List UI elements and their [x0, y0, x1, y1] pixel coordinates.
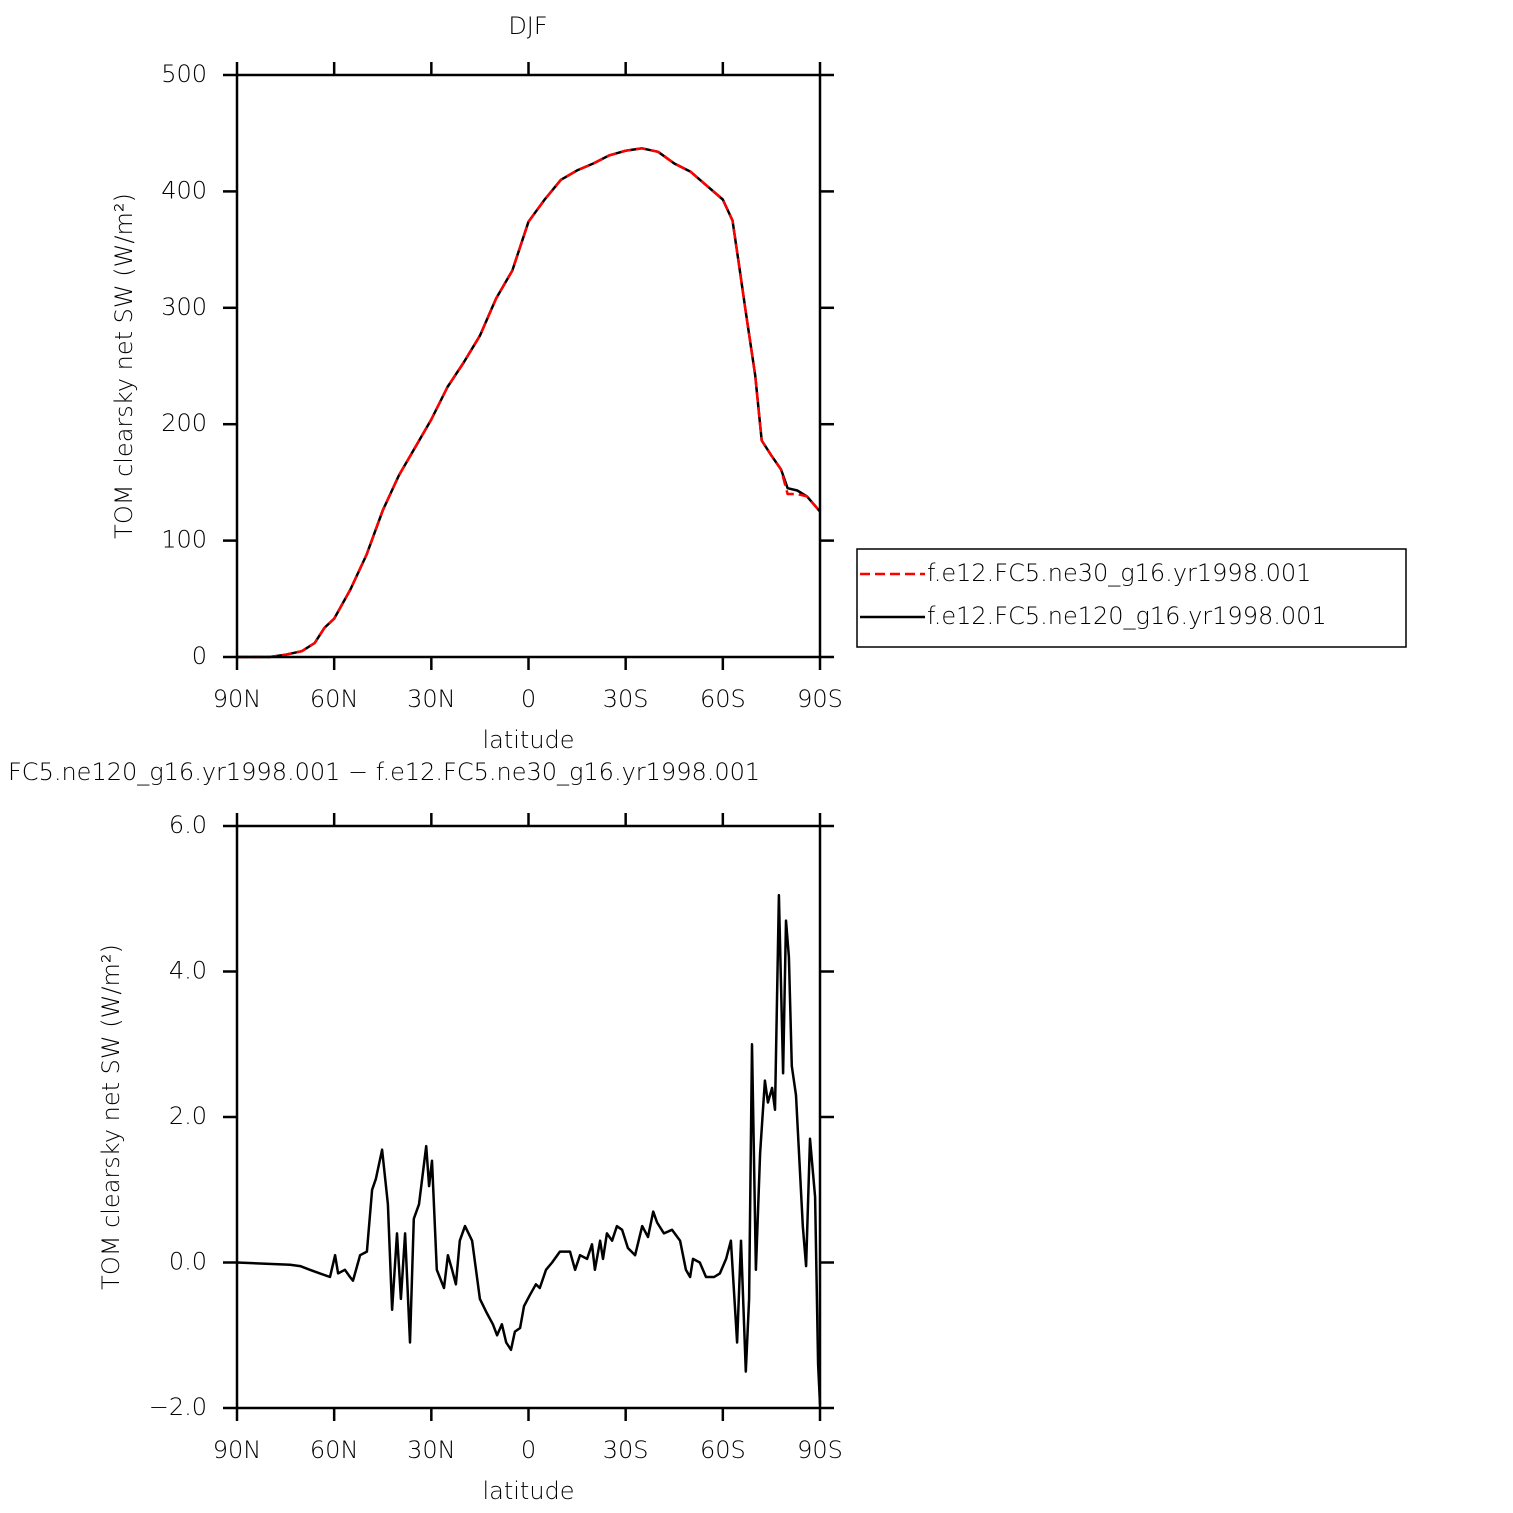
y-tick-label: 400 [161, 176, 207, 204]
y-tick-label: 6.0 [169, 811, 207, 839]
x-tick-label: 90N [213, 685, 262, 713]
data-line [237, 147, 821, 659]
plot-frame [235, 824, 822, 1410]
plot-frame [235, 73, 822, 659]
x-axis-label: latitude [482, 1477, 574, 1505]
y-tick-label: 500 [161, 60, 207, 88]
y-tick-label: −2.0 [149, 1393, 207, 1421]
x-tick-label: 0 [521, 1436, 536, 1464]
y-tick-label: 200 [161, 409, 207, 437]
data-line [237, 147, 821, 659]
x-tick-label: 30S [603, 1436, 649, 1464]
y-tick-label: 300 [161, 293, 207, 321]
x-tick-label: 30N [407, 1436, 456, 1464]
y-tick-label: 0.0 [169, 1248, 207, 1276]
x-tick-label: 30S [603, 685, 649, 713]
x-axis-label: latitude [482, 726, 574, 754]
data-line [236, 893, 822, 1405]
x-tick-label: 90N [213, 1436, 262, 1464]
x-tick-label: 60S [700, 1436, 746, 1464]
y-axis-label: TOM clearsky net SW (W/m²) [97, 944, 125, 1290]
y-tick-label: 2.0 [169, 1102, 207, 1130]
x-tick-label: 60N [310, 685, 359, 713]
legend-label: f.e12.FC5.ne120_g16.yr1998.001 [927, 602, 1327, 630]
x-tick-label: 90S [797, 1436, 843, 1464]
chart-title: DJF [508, 12, 547, 40]
y-tick-label: 4.0 [169, 957, 207, 985]
y-tick-label: 100 [161, 526, 207, 554]
legend-box [856, 548, 1407, 648]
y-tick-label: 0 [192, 642, 207, 670]
x-tick-label: 90S [797, 685, 843, 713]
chart-title: FC5.ne120_g16.yr1998.001 − f.e12.FC5.ne3… [8, 758, 760, 786]
legend-label: f.e12.FC5.ne30_g16.yr1998.001 [927, 559, 1311, 587]
y-axis-label: TOM clearsky net SW (W/m²) [110, 193, 138, 539]
x-tick-label: 60S [700, 685, 746, 713]
x-tick-label: 60N [310, 1436, 359, 1464]
x-tick-label: 30N [407, 685, 456, 713]
x-tick-label: 0 [521, 685, 536, 713]
